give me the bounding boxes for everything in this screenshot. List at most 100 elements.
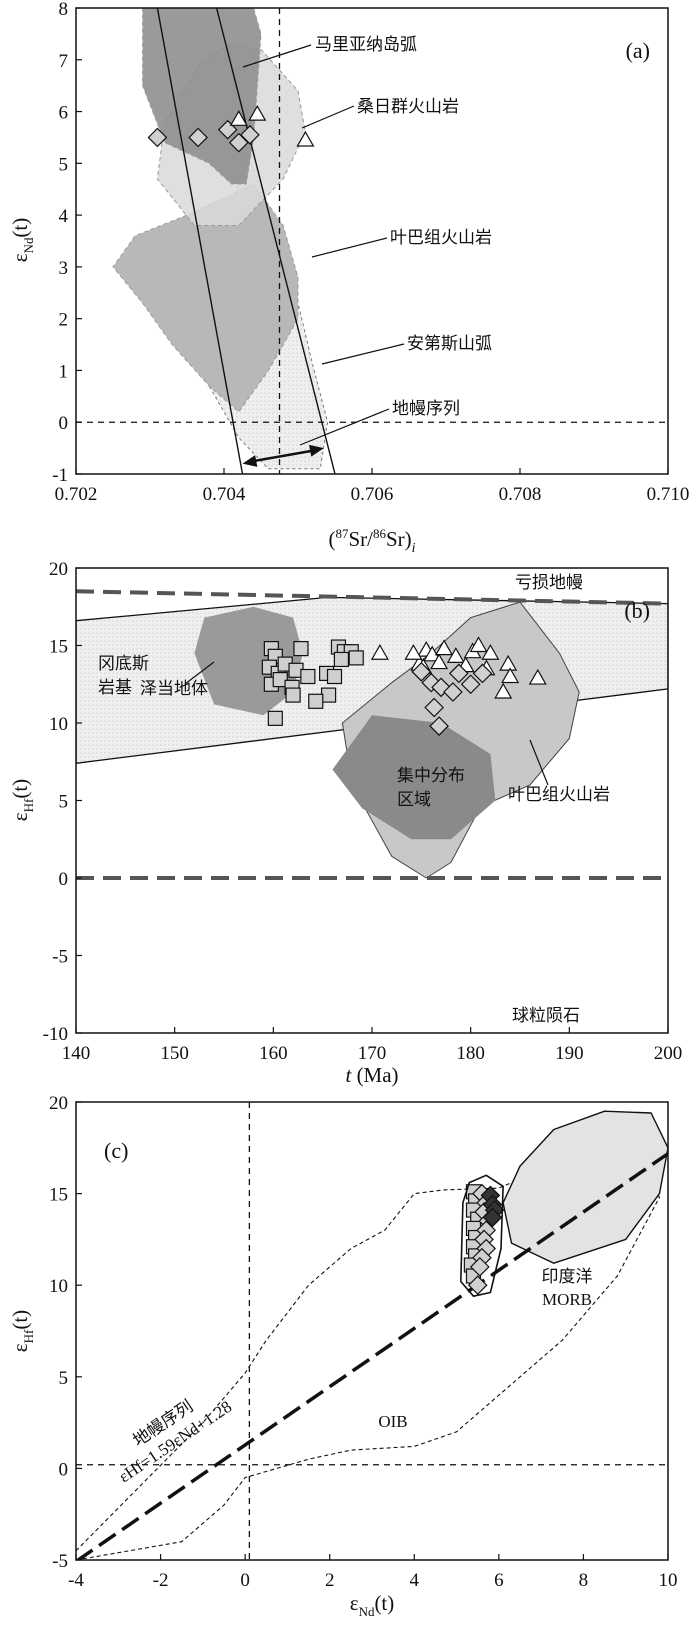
a-y-tick-label: 7 [59, 51, 69, 72]
b-y-tick-label: 0 [59, 869, 69, 890]
label-yeba-volcanics: 叶巴组火山岩 [390, 228, 492, 248]
c-x-tick-label: 4 [410, 1570, 420, 1591]
svg-text:(87Sr/86Sr)i: (87Sr/86Sr)i [328, 526, 415, 556]
x-axis-title: t (Ma) [345, 1063, 398, 1087]
a-x-tick-label: 0.710 [647, 484, 690, 505]
label-depleted-mantle: 亏损地幔 [515, 573, 583, 593]
a-y-tick-label: 1 [59, 361, 69, 382]
diamond-point [460, 674, 481, 695]
diamond-point [429, 716, 449, 736]
panel-a: 0.702 0.704 0.706 0.708 0.710 -1 0 1 2 3 4 5 6 7 8 (a)… [8, 0, 689, 556]
axis-ticks: 0.702 0.704 0.706 0.708 0.710 -1 0 1 2 3 4 5 6 7 8 [52, 0, 689, 505]
a-x-tick-label: 0.708 [499, 484, 542, 505]
label-yeba-volcanics: 叶巴组火山岩 [508, 785, 610, 805]
y-axis-title: εHf(t) [8, 779, 36, 821]
label-zedong-terrane: 泽当地体 [140, 679, 208, 699]
c-y-tick-label: 15 [49, 1185, 68, 1206]
a-y-tick-label: 5 [59, 154, 69, 175]
diamond-filled-point [482, 1207, 503, 1228]
diamond-point [443, 682, 463, 702]
leader-lines [242, 44, 405, 446]
c-x-tick-label: -4 [68, 1570, 84, 1591]
c-y-tick-label: 0 [59, 1459, 69, 1480]
leader-lines [184, 661, 549, 786]
mantle-array-arrow [250, 448, 317, 463]
square-point [285, 687, 301, 703]
b-x-tick-label: 160 [259, 1043, 288, 1064]
label-mariana-arc: 马里亚纳岛弧 [315, 35, 417, 55]
diamond-point [467, 1275, 488, 1296]
square-point [293, 640, 309, 657]
triangle-point [229, 110, 248, 126]
label-batholith: 岩基 [98, 678, 132, 698]
data-points [459, 1174, 505, 1297]
depleted-mantle-line [76, 589, 668, 606]
b-x-tick-label: 170 [358, 1043, 387, 1064]
b-x-tick-label: 180 [456, 1043, 485, 1064]
diamond-point [411, 662, 432, 682]
axis-ticks: -4 -2 0 2 4 6 8 10 -5 0 5 10 15 20 [49, 1093, 678, 1591]
b-y-tick-label: 20 [49, 559, 68, 580]
b-y-tick-label: 15 [49, 637, 68, 658]
data-points [147, 104, 315, 153]
square-point [300, 668, 316, 685]
a-y-tick-label: 8 [59, 0, 69, 20]
x-axis-title: (87Sr/86Sr)i [328, 526, 415, 556]
b-x-tick-label: 150 [160, 1043, 189, 1064]
square-point [308, 693, 324, 709]
label-indian-ocean: 印度洋 [542, 1267, 593, 1287]
triangle-point [469, 636, 488, 653]
plot-frame [75, 1101, 669, 1561]
svg-text:εNd(t): εNd(t) [350, 1591, 395, 1619]
diamond-point [472, 663, 493, 684]
b-x-tick-label: 140 [62, 1043, 91, 1064]
label-chondrite: 球粒陨石 [512, 1006, 580, 1026]
a-x-tick-label: 0.702 [55, 484, 98, 505]
mantle-array-bound-left [156, 8, 244, 474]
label-mantle-array: 地幔序列 [392, 399, 460, 419]
fields [76, 596, 668, 879]
reference-lines [76, 589, 668, 880]
data-points [261, 636, 547, 736]
triangle-point [434, 639, 454, 656]
a-y-tick-label: 2 [59, 310, 69, 331]
label-region: 区域 [397, 790, 431, 810]
triangle-point [430, 653, 449, 670]
square-point [333, 651, 350, 668]
arrow-head [242, 455, 258, 467]
c-x-tick-label: 2 [325, 1570, 335, 1591]
reference-lines [76, 1102, 668, 1560]
mariana-arc-field [142, 8, 262, 185]
fields [76, 1110, 668, 1560]
triangle-point [499, 654, 518, 671]
c-x-tick-label: -2 [153, 1570, 169, 1591]
triangle-point [446, 647, 465, 663]
panel-label: (a) [626, 38, 650, 63]
panel-b: 140 150 160 170 180 190 200 -10 -5 0 5 10 15 20 (b) 亏… [8, 559, 682, 1087]
triangle-point [528, 668, 547, 685]
square-point [267, 710, 283, 726]
indian-morb-field [502, 1110, 668, 1264]
reference-lines [76, 8, 668, 474]
mantle-array-bound-right [215, 8, 336, 474]
label-sangri-volcanics: 桑日群火山岩 [357, 97, 459, 117]
a-y-tick-label: -1 [52, 465, 68, 486]
diamond-point [469, 1257, 490, 1277]
diamond-point [228, 132, 249, 153]
mantle-array-label: 地幔序列 εHf=1.59εNd+1.28 [115, 1397, 235, 1487]
c-x-tick-label: 6 [494, 1570, 504, 1591]
triangle-point [296, 130, 315, 147]
svg-text:εHf(t): εHf(t) [8, 1310, 36, 1352]
square-point [320, 687, 337, 703]
axis-ticks: 140 150 160 170 180 190 200 -10 -5 0 5 10 15 20 [43, 559, 683, 1064]
panel-c: -4 -2 0 2 4 6 8 10 -5 0 5 10 15 20 (c) 印度洋 MORB OIB 地… [8, 1093, 678, 1619]
a-x-tick-label: 0.706 [351, 484, 394, 505]
a-x-tick-label: 0.704 [203, 484, 246, 505]
c-x-tick-label: 8 [579, 1570, 589, 1591]
svg-text:εNd(t): εNd(t) [8, 218, 36, 263]
y-axis-title: εNd(t) [8, 218, 36, 263]
yeba-field [112, 183, 299, 413]
diamond-point [424, 697, 445, 718]
c-x-tick-label: 0 [240, 1570, 250, 1591]
panel-label: (b) [624, 598, 650, 623]
